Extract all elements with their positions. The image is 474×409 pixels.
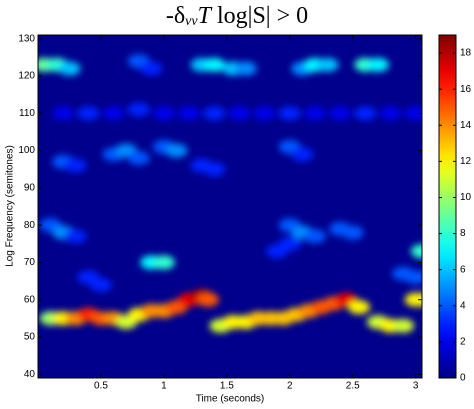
heat-blob (203, 57, 226, 72)
title-part: -δ (166, 3, 185, 29)
colorbar-tick-label: 2 (460, 337, 466, 348)
heat-blob (392, 318, 415, 333)
colorbar-tick-label: 6 (460, 264, 466, 275)
colorbar-tick-label: 8 (460, 228, 466, 239)
heat-blob (253, 106, 276, 121)
y-tick-label: 110 (19, 108, 35, 119)
colorbar-tick-label: 4 (460, 300, 466, 311)
colorbar-tick-label: 0 (460, 373, 466, 384)
heat-blob (77, 106, 100, 121)
heat-blob (64, 158, 87, 173)
colorbar-tick-label: 10 (460, 192, 472, 203)
heat-blob (278, 236, 301, 251)
x-tick-label: 0.5 (94, 381, 108, 392)
heat-blob (196, 292, 219, 307)
y-tick-label: 90 (24, 182, 36, 193)
x-tick-label: 1 (161, 381, 167, 392)
heat-blob (52, 106, 75, 121)
x-tick-label: 2 (287, 381, 293, 392)
y-tick-label: 50 (24, 332, 36, 343)
heat-blob (278, 106, 301, 121)
heat-blob (379, 106, 402, 121)
y-tick-label: 70 (24, 257, 36, 268)
heat-blob (404, 106, 422, 121)
heat-blob (203, 106, 226, 121)
title-subscript: vv (185, 14, 198, 29)
heat-blob (64, 229, 87, 244)
plot-frame (37, 34, 423, 379)
heat-blob (127, 151, 150, 166)
heat-blob (152, 106, 175, 121)
heat-blob (234, 61, 257, 76)
heat-blob (404, 270, 422, 285)
y-tick-label: 120 (18, 71, 35, 82)
x-tick-label: 3 (413, 381, 419, 392)
heat-blob (127, 102, 150, 117)
colorbar-tick-label: 12 (460, 156, 472, 167)
x-tick-label: 2.5 (346, 381, 360, 392)
heat-blob (291, 147, 314, 162)
y-axis-label: Log Frequency (semitones) (5, 145, 16, 267)
heat-blob (303, 229, 326, 244)
heat-blob (165, 143, 188, 158)
y-tick-label: 80 (24, 220, 36, 231)
title-part: log|S| > 0 (211, 3, 308, 29)
colorbar-tick-label: 14 (460, 120, 472, 131)
heat-blob (89, 277, 112, 292)
heat-blob (316, 57, 339, 72)
heat-blob (58, 61, 81, 76)
heat-blob (366, 57, 389, 72)
y-tick-label: 130 (18, 33, 35, 44)
x-tick-label: 1.5 (220, 381, 234, 392)
title-part: T (198, 3, 213, 29)
x-axis-label: Time (seconds) (196, 394, 265, 405)
heat-blob (102, 106, 125, 121)
heat-blob (140, 61, 163, 76)
chart-title: -δvvT log|S| > 0 (166, 3, 308, 30)
heat-blob (329, 106, 352, 121)
heat-blob (178, 106, 201, 121)
colorbar-tick-label: 18 (460, 48, 472, 59)
heat-blob (341, 225, 364, 240)
colorbar (438, 34, 457, 379)
heat-blob (203, 162, 226, 177)
y-tick-label: 40 (24, 369, 36, 380)
y-tick-label: 100 (18, 145, 35, 156)
colorbar-tick-label: 16 (460, 84, 472, 95)
y-tick-label: 60 (24, 294, 36, 305)
heat-blob (354, 106, 377, 121)
heat-blob (303, 106, 326, 121)
heatmap (38, 54, 422, 333)
heat-blob (228, 106, 251, 121)
heat-blob (411, 244, 422, 259)
heat-blob (348, 300, 371, 315)
heat-blob (152, 255, 175, 270)
